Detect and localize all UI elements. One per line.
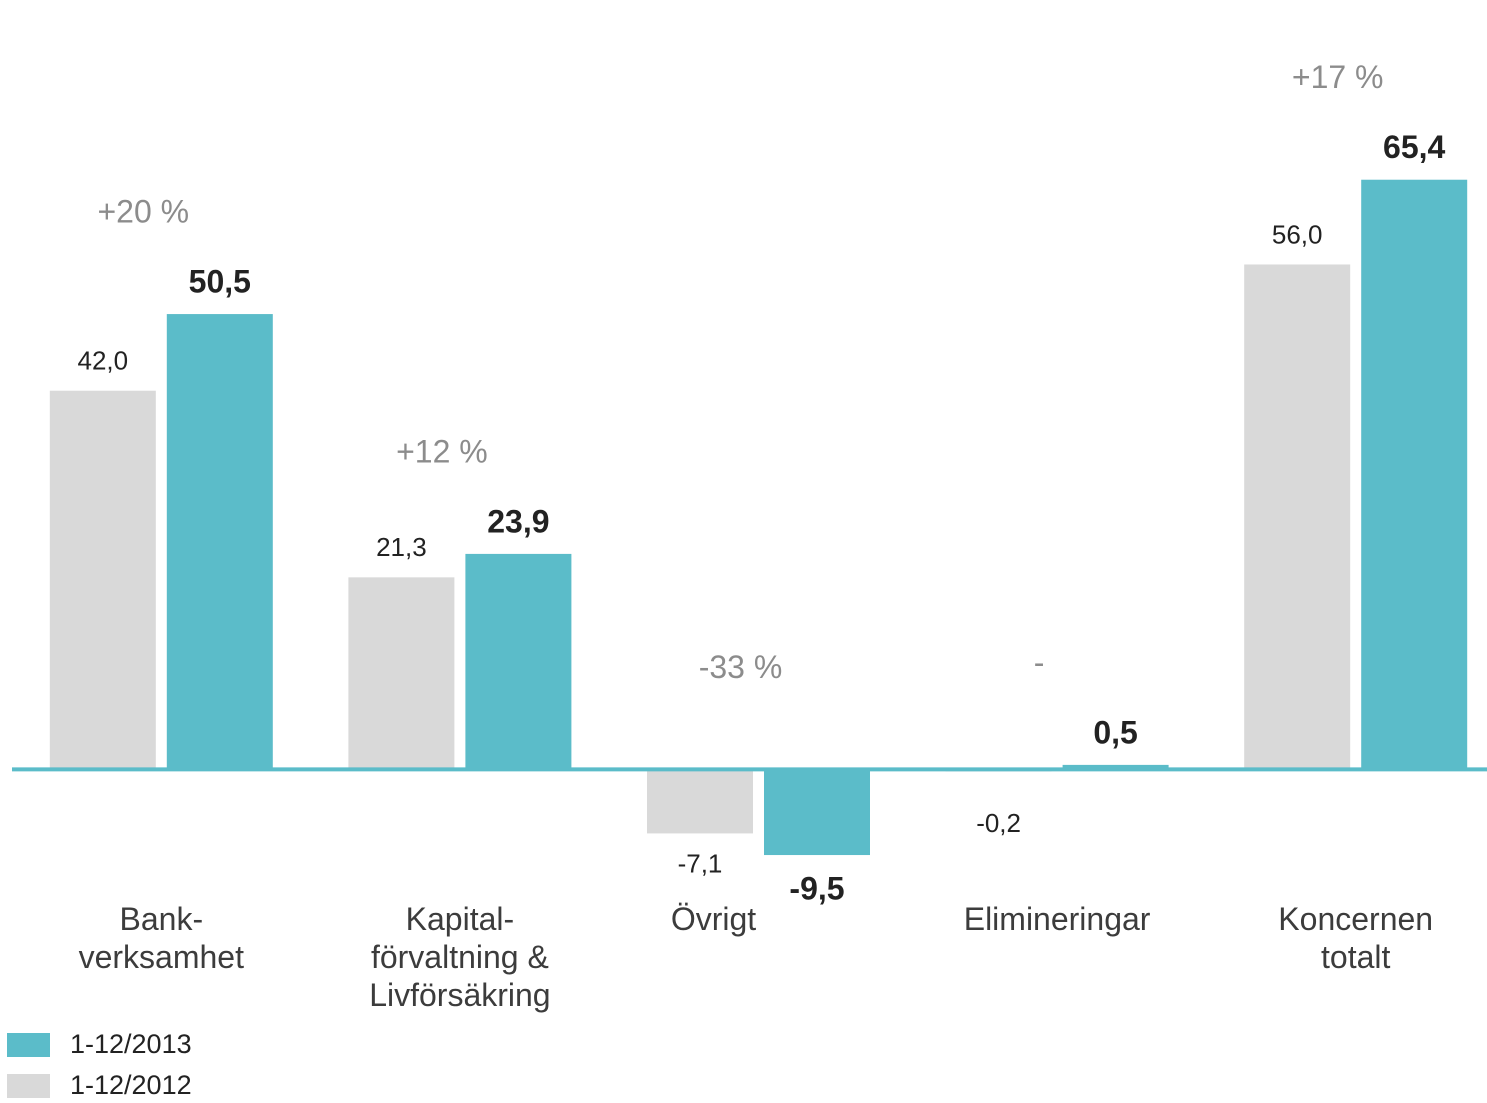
- legend-swatch: [7, 1074, 50, 1098]
- value-label: 23,9: [487, 503, 549, 539]
- bar: [166, 314, 273, 770]
- value-label: 65,4: [1383, 129, 1445, 165]
- legend-label: 1-12/2012: [70, 1070, 192, 1100]
- change-label: +20 %: [97, 194, 189, 230]
- bar: [1244, 264, 1351, 770]
- category-label: Koncernen totalt: [1278, 901, 1434, 975]
- bar: [348, 577, 455, 770]
- value-label: 56,0: [1272, 219, 1323, 249]
- bar: [1361, 179, 1468, 770]
- value-label: 0,5: [1093, 714, 1137, 750]
- value-label: -0,2: [976, 808, 1021, 838]
- bar: [465, 553, 572, 770]
- category-label: Kapital- förvaltning & Livförsäkring: [369, 901, 551, 1013]
- category-label: Övrigt: [670, 901, 757, 937]
- value-label: -9,5: [789, 871, 844, 907]
- change-label: +17 %: [1292, 59, 1384, 95]
- category-label: Bank- verksamhet: [78, 901, 244, 975]
- value-label: -7,1: [678, 848, 723, 878]
- value-label: 50,5: [189, 264, 251, 300]
- bar: [1062, 764, 1169, 770]
- change-label: +12 %: [396, 433, 488, 469]
- legend-swatch: [7, 1033, 50, 1057]
- value-label: 21,3: [376, 532, 427, 562]
- value-label: 42,0: [77, 346, 128, 376]
- change-label: -33 %: [699, 649, 783, 685]
- change-label: -: [1034, 644, 1045, 680]
- bar: [764, 769, 870, 856]
- category-label: Elimineringar: [963, 901, 1151, 937]
- legend-label: 1-12/2013: [70, 1029, 192, 1059]
- bar: [49, 390, 156, 770]
- bar: [647, 769, 753, 834]
